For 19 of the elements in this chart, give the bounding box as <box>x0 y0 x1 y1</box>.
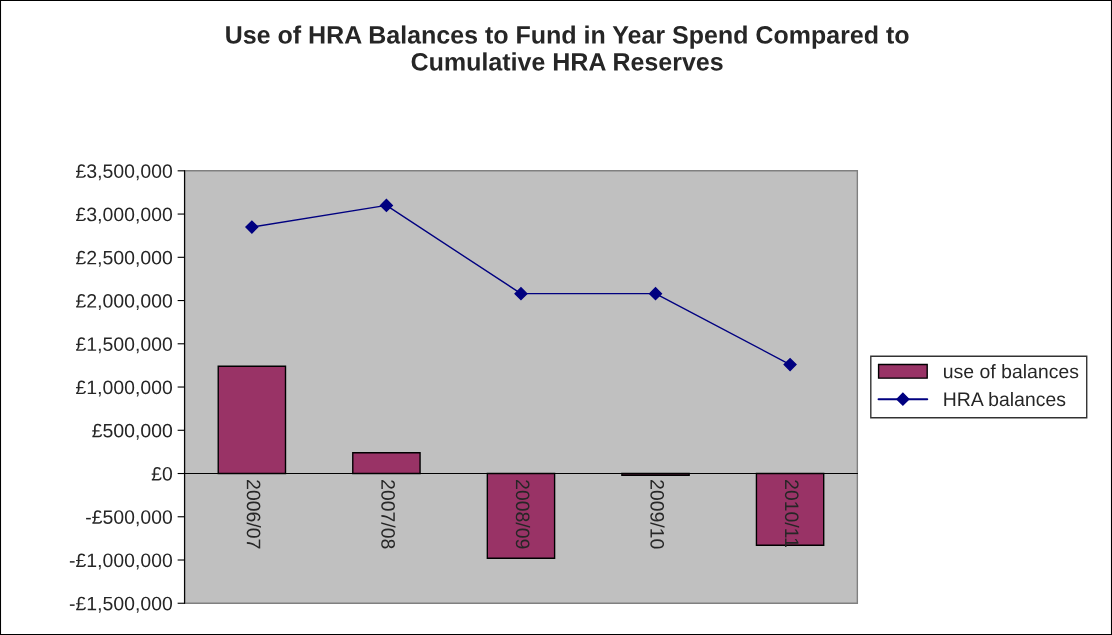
legend-label: HRA balances <box>944 391 1066 407</box>
y-tick-label: -£1,500,000 <box>69 596 173 613</box>
y-tick-label: £2,000,000 <box>76 294 173 311</box>
x-tick-label: 2008/09 <box>515 480 531 549</box>
y-tick-label: £1,000,000 <box>76 380 173 397</box>
x-tick-label: 2006/07 <box>246 480 261 549</box>
y-tick-label: -£500,000 <box>86 510 173 527</box>
x-tick-label: 2007/08 <box>381 480 396 549</box>
chart-title: Use of HRA Balances to Fund in Year Spend Compared to Cumulative HRA Reserves <box>226 25 909 71</box>
y-tick-label: £3,500,000 <box>76 164 173 181</box>
y-tick-label: £3,000,000 <box>76 207 173 224</box>
y-tick-label: -£1,000,000 <box>69 553 173 570</box>
x-tick-label: 2009/10 <box>650 480 665 549</box>
y-tick-label: £2,500,000 <box>76 250 173 267</box>
y-tick-label: £0 <box>151 466 173 481</box>
y-tick-label: £500,000 <box>92 423 173 440</box>
legend-label: use of balances <box>944 364 1079 379</box>
y-tick-label: £1,500,000 <box>76 337 173 354</box>
x-tick-label: 2010/11 <box>784 480 800 547</box>
